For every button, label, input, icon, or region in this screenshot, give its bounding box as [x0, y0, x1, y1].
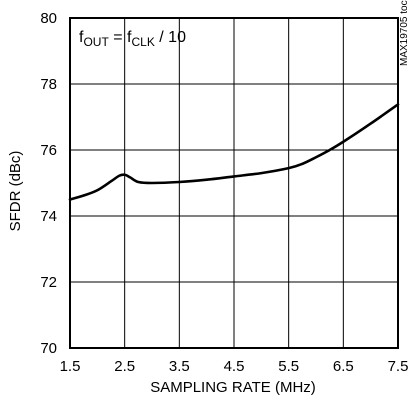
x-axis-label: SAMPLING RATE (MHz): [150, 379, 316, 396]
y-tick-label: 70: [40, 340, 57, 357]
x-tick-label: 5.5: [278, 358, 299, 375]
x-tick-label: 4.5: [224, 358, 245, 375]
y-tick-labels: 70 72 74 76 78 80: [40, 10, 57, 357]
x-tick-label: 2.5: [114, 358, 135, 375]
x-tick-label: 1.5: [60, 358, 81, 375]
watermark-label: MAX19705 toc20: [399, 0, 410, 66]
y-tick-label: 76: [40, 142, 57, 159]
sfdr-curve: [68, 103, 400, 201]
y-tick-label: 72: [40, 274, 57, 291]
x-tick-labels: 1.5 2.5 3.5 4.5 5.5 6.5 7.5: [60, 358, 409, 375]
fout-annotation: fOUT = fCLK / 10: [79, 29, 186, 49]
x-tick-label: 3.5: [169, 358, 190, 375]
y-axis-label: SFDR (dBc): [7, 151, 24, 232]
y-tick-label: 74: [40, 208, 57, 225]
x-tick-label: 7.5: [388, 358, 409, 375]
y-tick-label: 80: [40, 10, 57, 27]
grid-lines: [69, 17, 399, 349]
x-tick-label: 6.5: [333, 358, 354, 375]
plot-frame: [69, 17, 399, 349]
y-tick-label: 78: [40, 76, 57, 93]
